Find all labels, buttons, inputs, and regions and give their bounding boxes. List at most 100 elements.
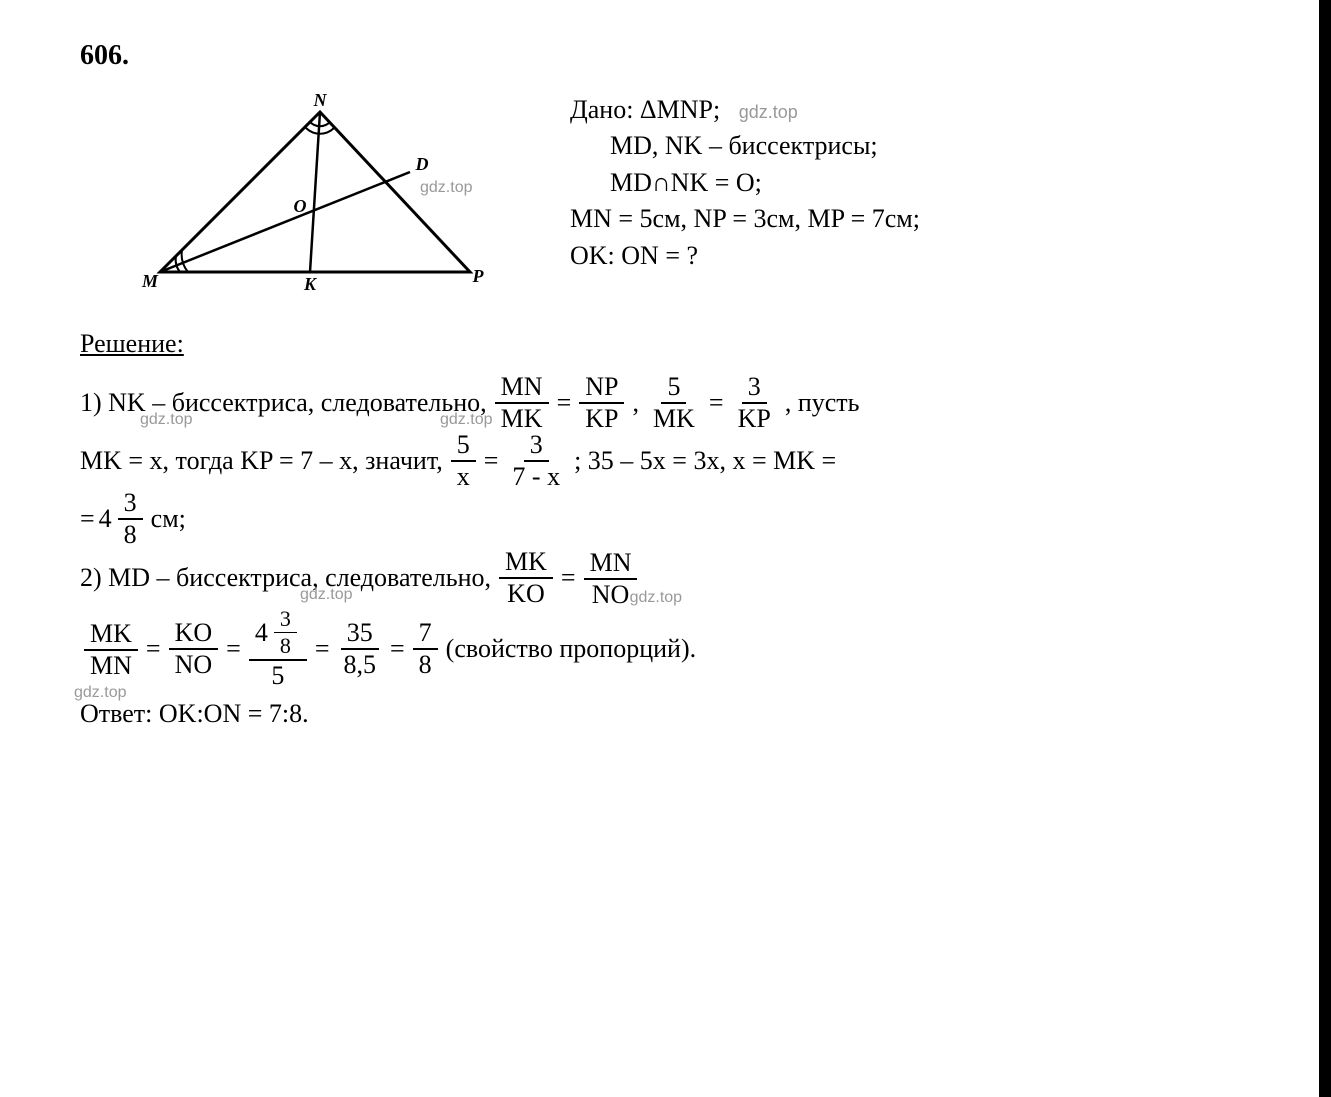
frac-5-mk: 5 MK	[647, 374, 701, 432]
label-o: O	[294, 196, 307, 216]
step2-prefix: 2) MD – биссектрисa, следовательно,	[80, 563, 491, 592]
watermark-step2c: gdz.top	[74, 675, 126, 710]
frac-num: NP	[579, 374, 624, 404]
eq-sign: =	[557, 374, 572, 431]
step1-prefix: 1) NK – биссектрисa, следовательно, gdz.…	[80, 374, 487, 431]
mixed-fraction: 4 3 8	[99, 490, 147, 548]
frac-ko-no: KO NO	[169, 620, 219, 678]
given-intersection: MD∩NK = O;	[570, 165, 920, 201]
frac-num: 3	[524, 432, 549, 462]
step2-prefix-wrap: 2) MD – биссектрисa, следовательно, gdz.…	[80, 549, 491, 606]
page-edge	[1319, 0, 1331, 1097]
top-section: N M P K O D gdz.top Дано: ΔMNP; gdz.top …	[80, 92, 1251, 309]
mixed-frac: 3 8	[118, 490, 143, 548]
frac-den: MK	[647, 404, 701, 432]
frac-mixed-over-5: 4 3 8 5	[249, 608, 307, 689]
eq-sign: =	[484, 432, 499, 489]
frac-mk-ko: MK KO	[499, 549, 553, 607]
frac-den: 5	[265, 661, 290, 689]
mixed-fraction-2: 4 3 8	[255, 608, 301, 657]
label-m: M	[141, 271, 159, 291]
given-label: Дано:	[570, 95, 633, 124]
frac-den: 8,5	[337, 650, 382, 678]
triangle-diagram: N M P K O D gdz.top	[140, 92, 510, 309]
label-k: K	[303, 274, 318, 294]
eq-sign: =	[315, 620, 330, 677]
frac-den: KP	[579, 404, 624, 432]
frac-num: MK	[499, 549, 553, 579]
frac-mk-mn-wrap: MK MN gdz.top	[80, 619, 142, 679]
solution-header: Решение:	[80, 329, 1251, 359]
solution-step-2: 2) MD – биссектрисa, следовательно, gdz.…	[80, 548, 1251, 608]
watermark-step1b: gdz.top	[440, 402, 492, 437]
frac-35-85: 35 8,5	[337, 620, 382, 678]
frac-3-7x: 3 7 - x	[506, 432, 566, 490]
given-block: Дано: ΔMNP; gdz.top MD, NK – биссектрисы…	[570, 92, 920, 274]
watermark-diagram: gdz.top	[420, 179, 473, 196]
answer-line: Ответ: OK:ON = 7:8.	[80, 699, 1251, 729]
eq-sign: =	[146, 620, 161, 677]
bisector-md	[160, 172, 410, 272]
bisector-nk	[310, 112, 320, 272]
frac-3-kp: 3 KP	[732, 374, 777, 432]
comma: ,	[632, 374, 639, 431]
mixed-whole: 4	[255, 620, 268, 646]
frac-num: MN	[495, 374, 549, 404]
frac-np-kp: NP KP	[579, 374, 624, 432]
label-d: D	[415, 154, 429, 174]
frac-den: KO	[501, 579, 551, 607]
eq-sign: =	[390, 620, 405, 677]
frac-mn-no-wrap: MN NO gdz.top	[580, 548, 642, 608]
watermark-given: gdz.top	[739, 102, 798, 122]
frac-mn-mk: MN MK	[495, 374, 549, 432]
frac-den: NO	[586, 580, 636, 608]
given-bisectors: MD, NK – биссектрисы;	[570, 128, 920, 164]
label-n: N	[313, 92, 328, 110]
eq-prefix: =	[80, 490, 95, 547]
watermark-step1a: gdz.top	[140, 402, 192, 437]
frac-den: KP	[732, 404, 777, 432]
frac-num: 3	[274, 608, 297, 633]
unit-cm: см;	[151, 490, 186, 547]
frac-den: 8	[413, 650, 438, 678]
step2b-suffix: (свойство пропорций).	[446, 620, 696, 677]
solution-step-2b: MK MN gdz.top = KO NO = 4 3 8 5 = 35 8,5…	[80, 608, 1251, 689]
solution-step-1b: MK = x, тогда KP = 7 – x, значит, 5 x = …	[80, 432, 1251, 490]
mixed-frac-inner: 3 8	[274, 608, 297, 657]
frac-den: 8	[118, 520, 143, 548]
frac-den: x	[451, 462, 476, 490]
frac-den: 7 - x	[506, 462, 566, 490]
solution-step-1c: = 4 3 8 см;	[80, 490, 1251, 548]
frac-num: KO	[169, 620, 219, 650]
watermark-step2b: gdz.top	[630, 580, 682, 615]
solution-step-1: 1) NK – биссектрисa, следовательно, gdz.…	[80, 374, 1251, 432]
frac-num: MK	[84, 621, 138, 651]
diagram-svg: N M P K O D gdz.top	[140, 92, 510, 302]
frac-7-8: 7 8	[413, 620, 438, 678]
frac-num: 5	[661, 374, 686, 404]
watermark-step2: gdz.top	[300, 577, 352, 612]
frac-num: MN	[584, 550, 638, 580]
eq-sign: =	[709, 374, 724, 431]
given-line-1: Дано: ΔMNP; gdz.top	[570, 92, 920, 128]
step1b-suffix: ; 35 – 5x = 3x, x = MK =	[574, 432, 836, 489]
given-triangle: ΔMNP;	[640, 95, 720, 124]
label-p: P	[472, 266, 485, 286]
frac-den: NO	[169, 650, 219, 678]
frac-num: 35	[341, 620, 379, 650]
frac-den: MK	[495, 404, 549, 432]
given-question: OK: ON = ?	[570, 238, 920, 274]
mixed-whole: 4	[99, 490, 112, 547]
frac-den: 8	[274, 633, 297, 657]
frac-5-x: 5 x	[451, 432, 476, 490]
answer-value: OK:ON = 7:8.	[159, 699, 309, 728]
frac-mk-mn: MK MN	[84, 621, 138, 679]
frac-num: 3	[118, 490, 143, 520]
problem-number: 606.	[80, 40, 1251, 72]
step1b-prefix: MK = x, тогда KP = 7 – x, значит,	[80, 432, 443, 489]
eq-sign: =	[561, 549, 576, 606]
frac-num-mixed: 4 3 8	[249, 608, 307, 661]
frac-num: 7	[413, 620, 438, 650]
frac-num: 3	[742, 374, 767, 404]
step1-suffix: , пусть	[785, 374, 860, 431]
